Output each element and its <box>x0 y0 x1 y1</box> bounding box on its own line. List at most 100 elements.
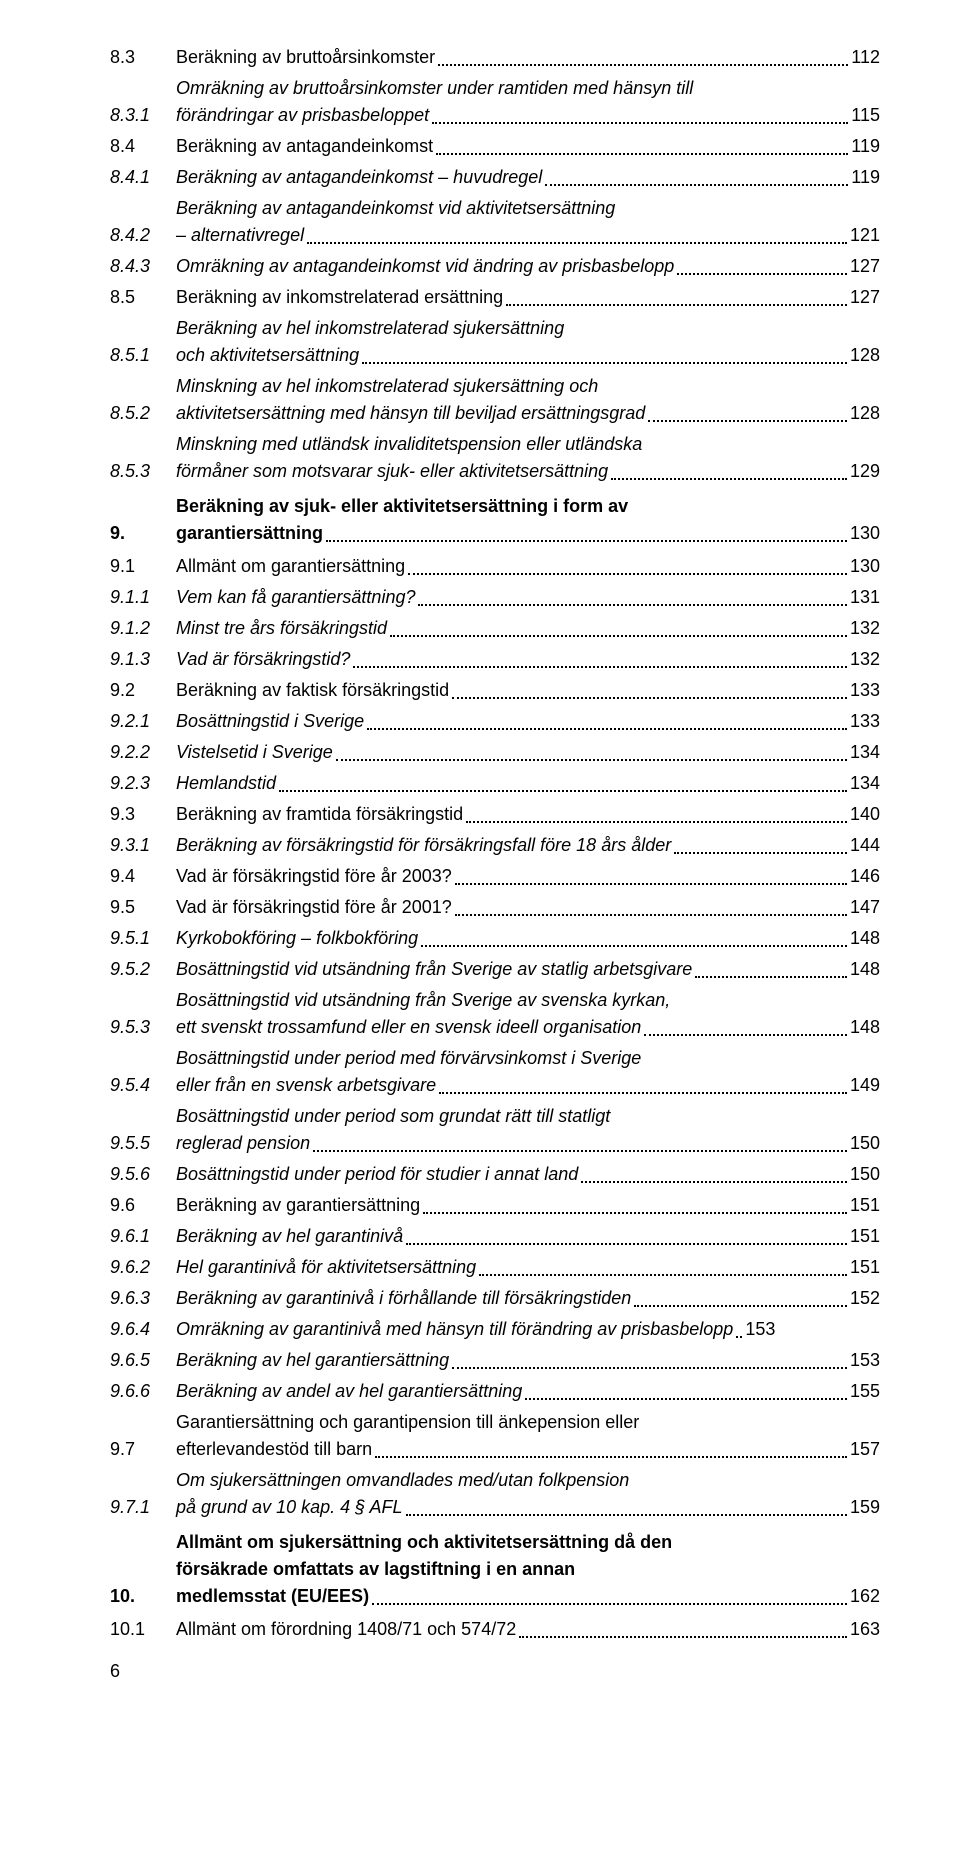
toc-leader <box>648 420 847 422</box>
toc-page: 140 <box>850 801 880 828</box>
toc-title-last: Vistelsetid i Sverige <box>176 739 333 766</box>
toc-page: 152 <box>850 1285 880 1312</box>
toc-last-line: medlemsstat (EU/EES)162 <box>176 1583 880 1610</box>
toc-last-line: Beräkning av hel garantinivå151 <box>176 1223 880 1250</box>
toc-title-last: Beräkning av antagandeinkomst <box>176 133 433 160</box>
toc-page: 121 <box>850 222 880 249</box>
toc-last-line: aktivitetsersättning med hänsyn till bev… <box>176 400 880 427</box>
toc-leader <box>479 1274 847 1276</box>
toc-leader <box>455 914 847 916</box>
toc-title-wrap: Hel garantinivå för aktivitetsersättning… <box>176 1254 880 1281</box>
toc-number: 9.5.5 <box>110 1130 176 1157</box>
toc-title-wrap: Beräkning av sjuk- eller aktivitetsersät… <box>176 493 880 547</box>
toc-number: 9.1.3 <box>110 646 176 673</box>
toc-number: 8.4 <box>110 133 176 160</box>
toc-last-line: förmåner som motsvarar sjuk- eller aktiv… <box>176 458 880 485</box>
toc-last-line: Vem kan få garantiersättning?131 <box>176 584 880 611</box>
toc-entry: 8.5.2Minskning av hel inkomstrelaterad s… <box>110 373 880 427</box>
toc-page: 119 <box>851 164 880 191</box>
toc-title-wrap: Beräkning av hel inkomstrelaterad sjuker… <box>176 315 880 369</box>
toc-entry: 8.3Beräkning av bruttoårsinkomster112 <box>110 44 880 71</box>
toc-number: 9.5.1 <box>110 925 176 952</box>
toc-title-wrap: Beräkning av faktisk försäkringstid133 <box>176 677 880 704</box>
toc-entry: 9.1.2Minst tre års försäkringstid132 <box>110 615 880 642</box>
toc-last-line: Beräkning av hel garantiersättning153 <box>176 1347 880 1374</box>
toc-page: 150 <box>850 1130 880 1157</box>
toc-title-last: förmåner som motsvarar sjuk- eller aktiv… <box>176 458 608 485</box>
toc-title-wrap: Beräkning av antagandeinkomst – huvudreg… <box>176 164 880 191</box>
toc-title-last: Kyrkobokföring – folkbokföring <box>176 925 418 952</box>
toc-number: 9.5.4 <box>110 1072 176 1099</box>
toc-entry: 9.5.6Bosättningstid under period för stu… <box>110 1161 880 1188</box>
toc-number: 9.6.5 <box>110 1347 176 1374</box>
toc-entry: 9.Beräkning av sjuk- eller aktivitetsers… <box>110 493 880 547</box>
toc-page: 131 <box>850 584 880 611</box>
toc-title-wrap: Kyrkobokföring – folkbokföring148 <box>176 925 880 952</box>
toc-title-last: Hel garantinivå för aktivitetsersättning <box>176 1254 476 1281</box>
toc-number: 8.4.3 <box>110 253 176 280</box>
toc-title-line: Beräkning av sjuk- eller aktivitetsersät… <box>176 493 880 520</box>
toc-title-last: Omräkning av garantinivå med hänsyn till… <box>176 1316 733 1343</box>
toc-page: 151 <box>850 1254 880 1281</box>
table-of-contents: 8.3Beräkning av bruttoårsinkomster1128.3… <box>110 44 880 1643</box>
toc-entry: 8.4.3Omräkning av antagandeinkomst vid ä… <box>110 253 880 280</box>
toc-title-wrap: Beräkning av inkomstrelaterad ersättning… <box>176 284 880 311</box>
toc-leader <box>634 1305 847 1307</box>
toc-last-line: Allmänt om förordning 1408/71 och 574/72… <box>176 1616 880 1643</box>
toc-entry: 9.2.3Hemlandstid134 <box>110 770 880 797</box>
toc-leader <box>611 478 847 480</box>
toc-title-last: Beräkning av försäkringstid för försäkri… <box>176 832 671 859</box>
toc-page: 132 <box>850 646 880 673</box>
toc-title-wrap: Allmänt om sjukersättning och aktivitets… <box>176 1529 880 1610</box>
toc-entry: 9.5.5Bosättningstid under period som gru… <box>110 1103 880 1157</box>
toc-page: 148 <box>850 956 880 983</box>
toc-last-line: Omräkning av garantinivå med hänsyn till… <box>176 1316 880 1343</box>
toc-number: 9.6.1 <box>110 1223 176 1250</box>
toc-leader <box>466 821 847 823</box>
toc-title-wrap: Allmänt om garantiersättning130 <box>176 553 880 580</box>
toc-number: 9.6.4 <box>110 1316 176 1343</box>
toc-title-last: Beräkning av hel garantiersättning <box>176 1347 449 1374</box>
toc-number: 9.6 <box>110 1192 176 1219</box>
toc-leader <box>436 153 848 155</box>
toc-last-line: Beräkning av antagandeinkomst119 <box>176 133 880 160</box>
toc-title-wrap: Vistelsetid i Sverige134 <box>176 739 880 766</box>
toc-entry: 9.2.1Bosättningstid i Sverige133 <box>110 708 880 735</box>
toc-title-last: efterlevandestöd till barn <box>176 1436 372 1463</box>
toc-last-line: ett svenskt trossamfund eller en svensk … <box>176 1014 880 1041</box>
toc-page: 162 <box>850 1583 880 1610</box>
toc-page: 163 <box>850 1616 880 1643</box>
toc-last-line: garantiersättning130 <box>176 520 880 547</box>
toc-title-wrap: Beräkning av hel garantinivå151 <box>176 1223 880 1250</box>
toc-number: 9.4 <box>110 863 176 890</box>
toc-title-line: Omräkning av bruttoårsinkomster under ra… <box>176 75 880 102</box>
toc-entry: 9.7Garantiersättning och garantipension … <box>110 1409 880 1463</box>
toc-number: 8.3 <box>110 44 176 71</box>
toc-title-wrap: Vem kan få garantiersättning?131 <box>176 584 880 611</box>
toc-page: 115 <box>851 102 880 129</box>
toc-last-line: Hel garantinivå för aktivitetsersättning… <box>176 1254 880 1281</box>
toc-page: 149 <box>850 1072 880 1099</box>
toc-title-last: Beräkning av bruttoårsinkomster <box>176 44 435 71</box>
toc-page: 132 <box>850 615 880 642</box>
toc-last-line: Vad är försäkringstid före år 2001?147 <box>176 894 880 921</box>
toc-title-last: Bosättningstid i Sverige <box>176 708 364 735</box>
toc-number: 9.2.2 <box>110 739 176 766</box>
toc-entry: 8.4.2Beräkning av antagandeinkomst vid a… <box>110 195 880 249</box>
toc-entry: 9.1.1Vem kan få garantiersättning?131 <box>110 584 880 611</box>
toc-entry: 8.5Beräkning av inkomstrelaterad ersättn… <box>110 284 880 311</box>
toc-leader <box>519 1636 847 1638</box>
toc-title-last: Vad är försäkringstid före år 2001? <box>176 894 452 921</box>
toc-title-last: Beräkning av framtida försäkringstid <box>176 801 463 828</box>
toc-last-line: Beräkning av garantinivå i förhållande t… <box>176 1285 880 1312</box>
toc-title-wrap: Hemlandstid134 <box>176 770 880 797</box>
toc-title-line: Allmänt om sjukersättning och aktivitets… <box>176 1529 880 1556</box>
toc-number: 9.6.6 <box>110 1378 176 1405</box>
toc-title-wrap: Omräkning av antagandeinkomst vid ändrin… <box>176 253 880 280</box>
toc-title-wrap: Garantiersättning och garantipension til… <box>176 1409 880 1463</box>
toc-page: 146 <box>850 863 880 890</box>
toc-leader <box>506 304 847 306</box>
toc-title-line: Beräkning av antagandeinkomst vid aktivi… <box>176 195 880 222</box>
toc-last-line: Beräkning av garantiersättning151 <box>176 1192 880 1219</box>
toc-title-wrap: Beräkning av bruttoårsinkomster112 <box>176 44 880 71</box>
